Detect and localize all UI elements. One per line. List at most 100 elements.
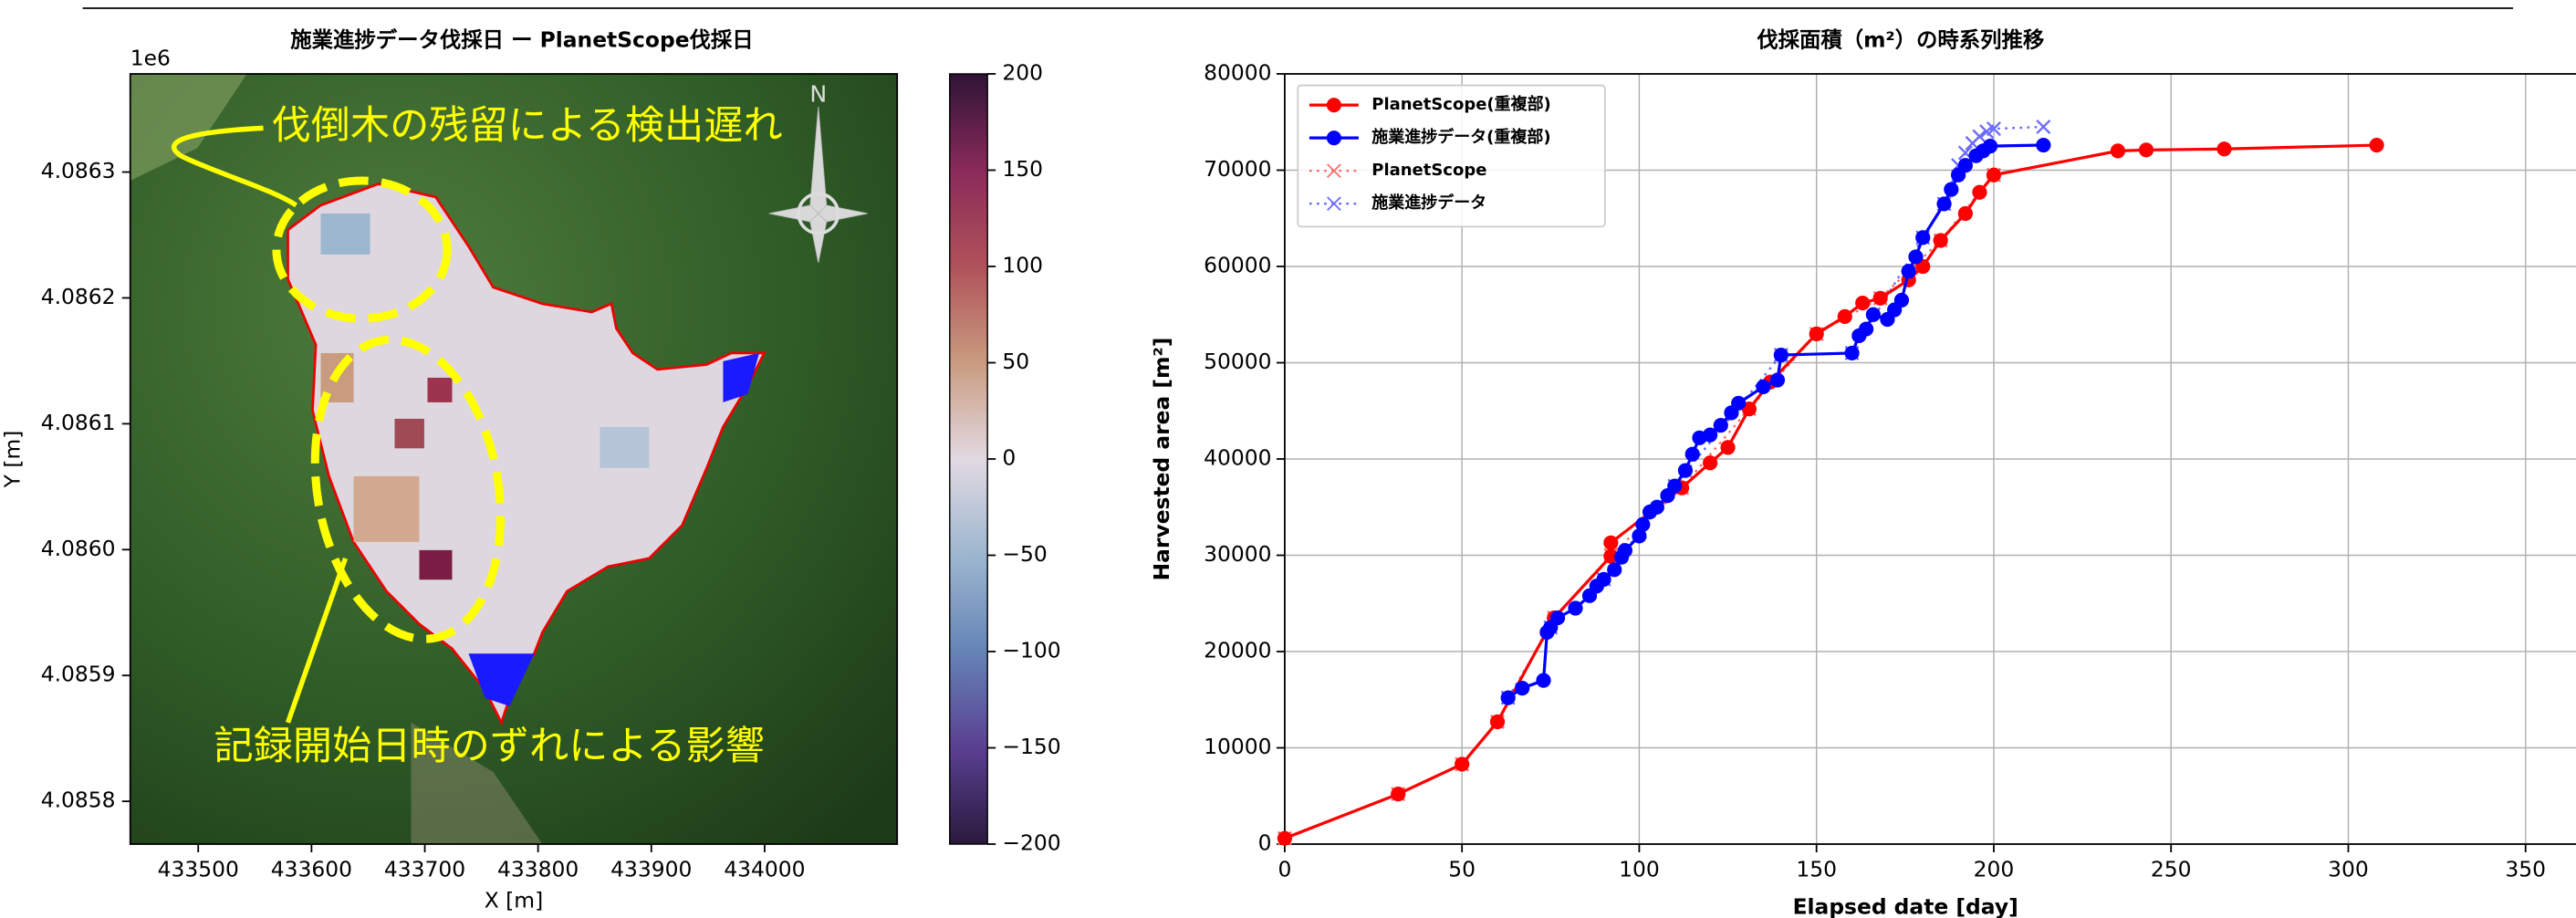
y-tick-label: 4.0859	[41, 662, 116, 687]
series-line	[1285, 145, 2377, 839]
x-tick-label: 433600	[271, 856, 352, 881]
point	[1774, 348, 1789, 362]
patch	[600, 427, 649, 468]
point	[1650, 500, 1664, 515]
annotation: 伐倒木の残留による検出遅れ	[272, 103, 783, 149]
x-tick-label: 434000	[724, 856, 805, 881]
point	[1501, 691, 1516, 705]
point	[1915, 230, 1930, 245]
y-tick-label: 10000	[1204, 734, 1271, 759]
x-tick-label: 300	[2328, 856, 2369, 881]
point	[2216, 141, 2231, 156]
point	[1908, 249, 1923, 264]
point	[1844, 346, 1859, 360]
point	[1720, 440, 1735, 454]
point	[1873, 291, 1888, 306]
colorbar-tick-label: −150	[1002, 734, 1060, 759]
point	[1603, 536, 1618, 550]
x-tick-label: 350	[2505, 856, 2546, 881]
chart-title: 伐採面積（m²）の時系列推移	[1757, 26, 2044, 52]
legend-marker	[1327, 98, 1341, 112]
point	[1958, 206, 1973, 221]
x-tick-label: 433800	[497, 856, 579, 881]
point	[1972, 185, 1987, 200]
y-tick-label: 0	[1258, 830, 1272, 856]
point	[1515, 681, 1529, 695]
patch	[354, 476, 420, 542]
y-tick-label: 4.0862	[41, 284, 116, 309]
colorbar-tick-label: −100	[1002, 638, 1060, 663]
legend-label: PlanetScope(重複部)	[1371, 94, 1551, 114]
point	[2111, 143, 2125, 158]
colorbar-tick-label: 50	[1002, 349, 1029, 374]
point	[1934, 233, 1948, 247]
annotation: 記録開始日時のずれによる影響	[214, 724, 765, 769]
point	[1278, 831, 1292, 846]
point	[1838, 309, 1852, 324]
x-tick-label: 100	[1619, 856, 1660, 881]
point	[1809, 327, 1824, 341]
y-tick-label: 80000	[1204, 59, 1271, 85]
x-tick-label: 250	[2151, 856, 2192, 881]
y-tick-label: 60000	[1204, 252, 1271, 277]
colorbar-tick-label: −50	[1002, 541, 1047, 567]
point	[1568, 600, 1582, 615]
point	[1714, 418, 1728, 433]
point	[1894, 293, 1909, 308]
point	[2139, 142, 2154, 157]
point	[1685, 447, 1700, 462]
figure: 施業進捗データ伐採日 ー PlanetScope伐採日4335004336004…	[0, 0, 2576, 918]
point	[1667, 478, 1682, 493]
series	[1278, 138, 2384, 846]
chart-title: 施業進捗データ伐採日 ー PlanetScope伐採日	[290, 26, 753, 52]
legend-label: 施業進捗データ	[1371, 193, 1486, 213]
point	[1536, 673, 1550, 688]
point	[1731, 396, 1746, 411]
point	[1866, 308, 1881, 322]
legend-label: PlanetScope	[1371, 161, 1486, 180]
point	[1703, 455, 1717, 470]
x-tick-label: 0	[1278, 856, 1291, 881]
point	[1973, 130, 1986, 142]
point	[1944, 182, 1958, 196]
x-tick-label: 433700	[384, 856, 465, 881]
y-tick-label: 40000	[1204, 445, 1271, 471]
x-tick-label: 150	[1796, 856, 1837, 881]
y-tick-label: 50000	[1204, 349, 1271, 374]
legend-marker	[1327, 130, 1341, 145]
point	[1607, 562, 1622, 577]
x-tick-label: 433900	[610, 856, 692, 881]
y-tick-label: 4.0858	[41, 788, 116, 813]
colorbar-tick-label: 100	[1002, 252, 1043, 277]
point	[1635, 517, 1650, 532]
point	[1391, 787, 1405, 801]
point	[1770, 372, 1785, 387]
point	[1936, 196, 1951, 211]
point	[1455, 756, 1469, 771]
x-tick-label: 50	[1448, 856, 1476, 881]
point	[1550, 610, 1565, 625]
x-axis-label: X [m]	[485, 888, 543, 913]
y-tick-label: 20000	[1204, 638, 1271, 663]
point	[1987, 168, 2001, 183]
point	[1983, 139, 1997, 153]
x-tick-label: 200	[1974, 856, 2015, 881]
point	[1902, 264, 1916, 278]
point	[1490, 715, 1505, 729]
legend-label: 施業進捗データ(重複部)	[1371, 127, 1550, 147]
point	[2036, 138, 2050, 152]
colorbar	[950, 74, 987, 844]
y-tick-label: 4.0861	[41, 410, 116, 435]
patch	[419, 550, 452, 579]
patch	[427, 378, 452, 402]
y-axis-label: Harvested area [m²]	[1149, 338, 1174, 581]
x-axis-label: Elapsed date [day]	[1793, 894, 2018, 918]
y-tick-label: 4.0860	[41, 536, 116, 561]
offset-label: 1e6	[130, 45, 171, 70]
point	[1618, 543, 1632, 558]
y-axis-label: Y [m]	[0, 431, 25, 489]
point	[1678, 464, 1693, 478]
page: {"chart_data": [ {"type": "map", "title"…	[0, 0, 2576, 918]
y-tick-label: 4.0863	[41, 158, 116, 183]
y-tick-label: 30000	[1204, 541, 1271, 567]
